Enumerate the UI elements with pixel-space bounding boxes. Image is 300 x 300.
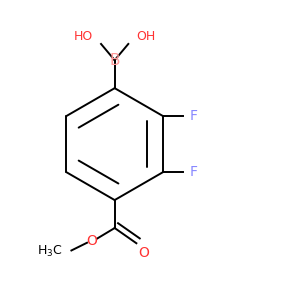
Text: B: B [110,53,120,68]
Text: O: O [86,234,97,248]
Text: OH: OH [136,30,156,43]
Text: HO: HO [74,30,93,43]
Text: F: F [190,109,198,123]
Text: O: O [139,246,150,260]
Text: H$_3$C: H$_3$C [37,244,63,259]
Text: F: F [190,165,198,179]
